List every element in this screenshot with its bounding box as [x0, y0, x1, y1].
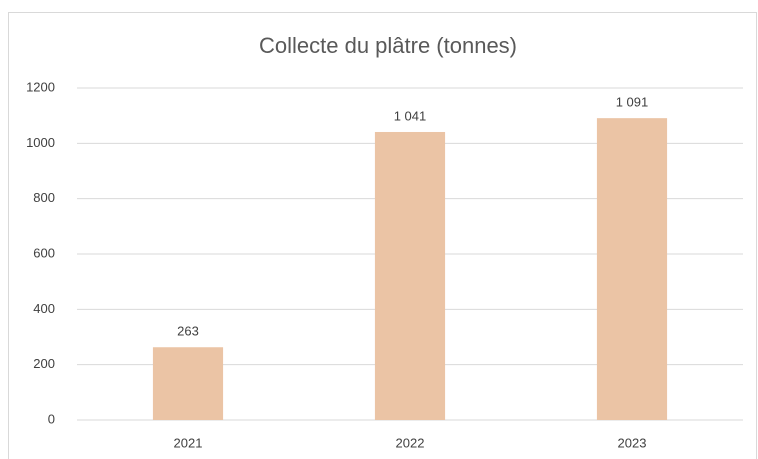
x-tick-label: 2023 — [618, 435, 647, 450]
y-tick-label: 1200 — [26, 79, 55, 94]
data-label: 263 — [177, 324, 199, 339]
data-label: 1 041 — [394, 108, 427, 123]
y-tick-label: 800 — [33, 190, 55, 205]
y-tick-label: 0 — [48, 411, 55, 426]
x-tick-label: 2021 — [174, 435, 203, 450]
bar — [374, 131, 446, 421]
chart-title: Collecte du plâtre (tonnes) — [259, 33, 517, 58]
y-tick-label: 200 — [33, 356, 55, 371]
y-tick-label: 1000 — [26, 135, 55, 150]
bar — [152, 347, 224, 420]
data-label: 1 091 — [616, 95, 649, 110]
bar — [596, 118, 668, 420]
y-tick-label: 400 — [33, 301, 55, 316]
y-tick-label: 600 — [33, 245, 55, 260]
x-tick-label: 2022 — [396, 435, 425, 450]
